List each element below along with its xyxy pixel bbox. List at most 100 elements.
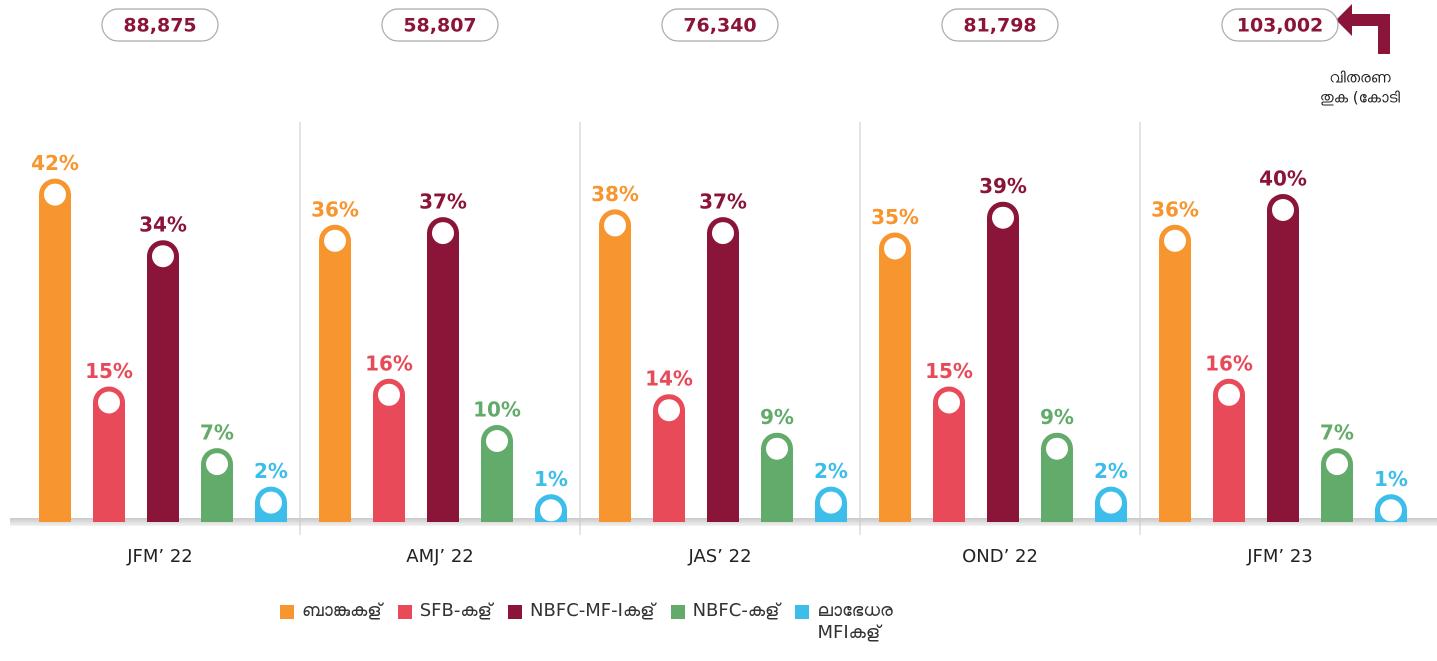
data-label: 39% bbox=[979, 174, 1027, 198]
data-label: 36% bbox=[1151, 197, 1199, 221]
bar-cap bbox=[992, 206, 1014, 229]
legend-label: SFB-കള് bbox=[419, 600, 493, 621]
x-tick-label: JFM’ 22 bbox=[126, 546, 193, 567]
bar bbox=[1267, 194, 1299, 522]
bar bbox=[1159, 224, 1191, 523]
bar-cap bbox=[98, 391, 120, 414]
data-label: 15% bbox=[925, 359, 973, 383]
bar-cap bbox=[604, 214, 626, 237]
x-tick-label: AMJ’ 22 bbox=[406, 546, 474, 567]
total-box bbox=[101, 8, 219, 42]
bar-cap bbox=[1164, 229, 1186, 252]
bar bbox=[319, 224, 351, 523]
bar-cap bbox=[1326, 453, 1348, 476]
data-label: 14% bbox=[645, 367, 693, 391]
legend-label: NBFC-കള് bbox=[692, 600, 780, 621]
x-tick-label: JFM’ 23 bbox=[1246, 546, 1313, 567]
data-label: 40% bbox=[1259, 167, 1307, 191]
bar bbox=[427, 217, 459, 522]
legend-item: NBFC-MF-Iകള് bbox=[508, 600, 655, 621]
arrow-icon bbox=[1336, 4, 1390, 54]
legend-item: ലാഭേധര MFIകള് bbox=[795, 600, 917, 644]
bar bbox=[599, 209, 631, 522]
data-label: 10% bbox=[473, 398, 521, 422]
legend-label: NBFC-MF-Iകള് bbox=[530, 600, 655, 621]
bar bbox=[879, 232, 911, 522]
bar-cap bbox=[1380, 499, 1402, 522]
bar-cap bbox=[206, 453, 228, 476]
annotation: തുക (കോടി bbox=[1320, 89, 1401, 107]
data-label: 15% bbox=[85, 359, 133, 383]
legend-item: NBFC-കള് bbox=[670, 600, 780, 621]
legend: ബാങ്കുകള് SFB-കള് NBFC-MF-Iകള് NBFC-കള് ലാഭേ… bbox=[280, 600, 917, 644]
total-box bbox=[1221, 8, 1339, 42]
bar-cap bbox=[44, 183, 66, 206]
bar bbox=[481, 425, 513, 522]
total-label: 76,340 bbox=[683, 15, 756, 37]
bar-cap bbox=[486, 430, 508, 452]
bar-cap bbox=[712, 222, 734, 245]
bar-cap bbox=[378, 383, 400, 406]
data-label: 2% bbox=[254, 459, 288, 483]
bar bbox=[707, 217, 739, 522]
data-label: 16% bbox=[365, 351, 413, 375]
data-label: 37% bbox=[419, 190, 467, 214]
total-box bbox=[941, 8, 1059, 42]
legend-swatch bbox=[280, 605, 294, 619]
bar-cap bbox=[938, 391, 960, 414]
data-label: 35% bbox=[871, 205, 919, 229]
chart: വിതരണ തുക (കോടി JFM’ 22 88,875 AMJ’ 22 58,8… bbox=[10, 4, 1437, 567]
annotation: വിതരണ bbox=[1329, 69, 1390, 87]
data-label: 1% bbox=[1374, 467, 1408, 491]
bar bbox=[653, 394, 685, 522]
legend-item: ബാങ്കുകള് bbox=[280, 600, 382, 621]
bar bbox=[1213, 378, 1245, 522]
legend-item: SFB-കള് bbox=[397, 600, 493, 621]
bar-cap bbox=[152, 245, 174, 268]
x-tick-label: OND’ 22 bbox=[962, 546, 1038, 567]
data-label: 42% bbox=[31, 151, 79, 175]
bar-cap bbox=[1100, 491, 1122, 514]
bar bbox=[987, 201, 1019, 522]
total-label: 58,807 bbox=[403, 15, 476, 37]
legend-swatch bbox=[397, 605, 412, 619]
bar-cap bbox=[1218, 383, 1240, 406]
x-tick-label: JAS’ 22 bbox=[687, 546, 751, 567]
legend-label: ലാഭേധര MFIകള് bbox=[817, 600, 893, 643]
data-label: 9% bbox=[760, 405, 794, 429]
bar bbox=[93, 386, 125, 522]
data-label: 38% bbox=[591, 182, 639, 206]
bar-cap bbox=[884, 237, 906, 260]
data-label: 37% bbox=[699, 190, 747, 214]
legend-swatch bbox=[795, 605, 810, 619]
bar-cap bbox=[324, 229, 346, 252]
bar bbox=[39, 178, 71, 522]
bar-cap bbox=[432, 222, 454, 245]
legend-swatch bbox=[508, 605, 523, 619]
total-label: 103,002 bbox=[1237, 15, 1324, 37]
total-box bbox=[661, 8, 779, 42]
data-label: 1% bbox=[534, 467, 568, 491]
bar-cap bbox=[1046, 437, 1068, 460]
data-label: 36% bbox=[311, 197, 359, 221]
bar bbox=[373, 378, 405, 522]
data-label: 9% bbox=[1040, 405, 1074, 429]
total-label: 88,875 bbox=[123, 15, 196, 37]
bar-cap bbox=[540, 499, 562, 522]
bar-cap bbox=[260, 491, 282, 514]
data-label: 34% bbox=[139, 213, 187, 237]
legend-label: ബാങ്കുകള് bbox=[302, 600, 382, 621]
data-label: 2% bbox=[814, 459, 848, 483]
data-label: 7% bbox=[1320, 421, 1354, 445]
bar-cap bbox=[766, 437, 788, 460]
data-label: 16% bbox=[1205, 351, 1253, 375]
legend-swatch bbox=[670, 605, 685, 619]
data-label: 2% bbox=[1094, 459, 1128, 483]
bar bbox=[147, 240, 179, 522]
total-label: 81,798 bbox=[963, 15, 1036, 37]
bar-cap bbox=[820, 491, 842, 514]
bar bbox=[933, 386, 965, 522]
total-box bbox=[381, 8, 499, 42]
bar-cap bbox=[1272, 199, 1294, 221]
